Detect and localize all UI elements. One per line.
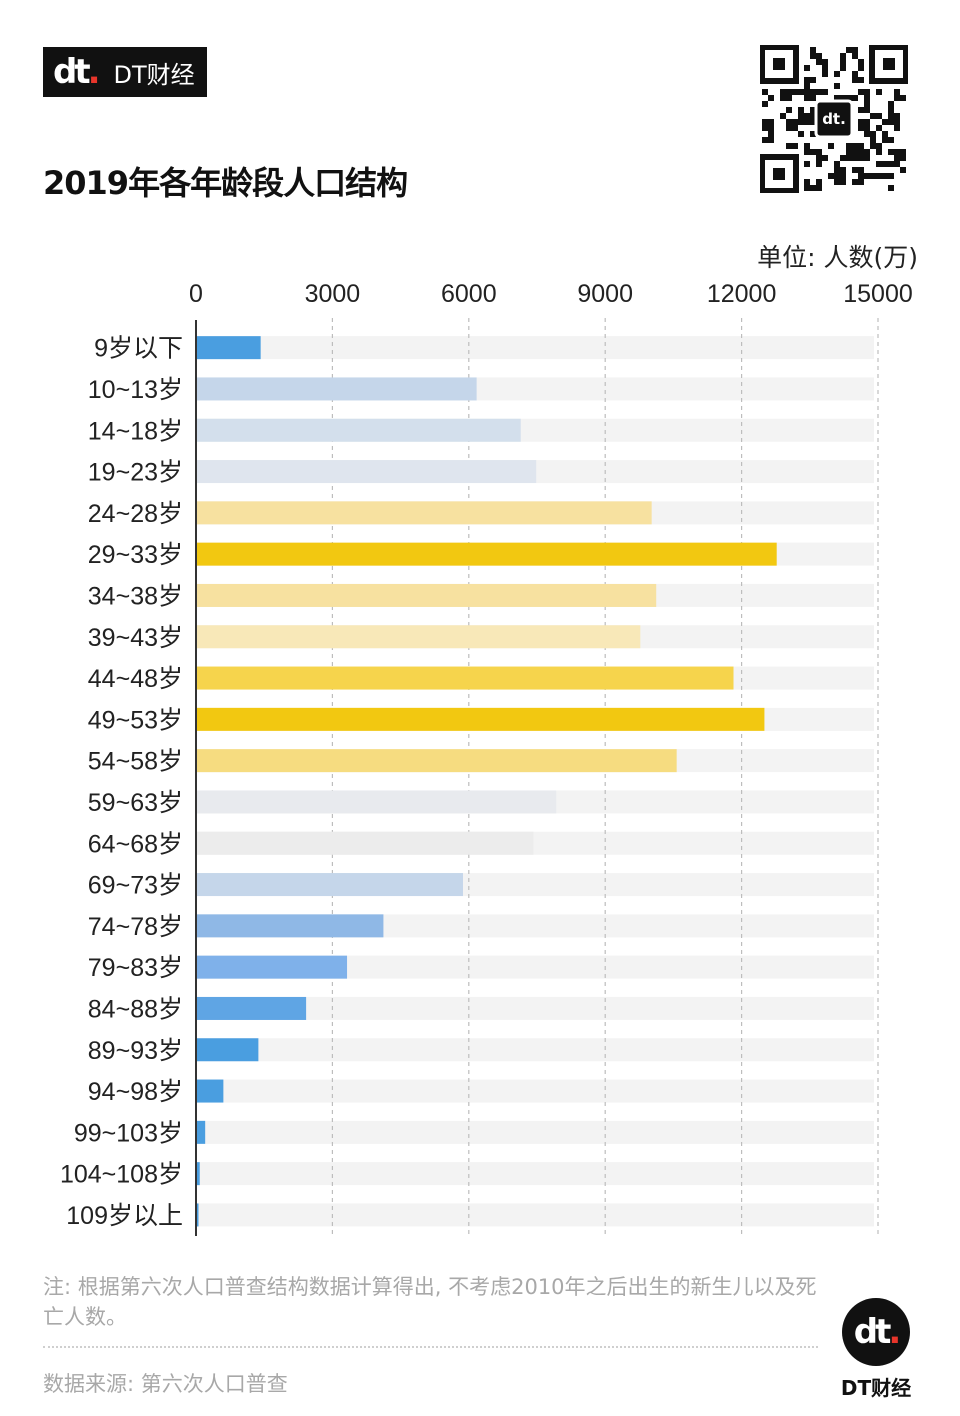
bar xyxy=(197,996,307,1020)
bar-track xyxy=(196,1038,874,1062)
bar xyxy=(197,418,521,442)
bar xyxy=(197,955,348,979)
y-category-label: 84~88岁 xyxy=(88,995,183,1023)
y-category-label: 69~73岁 xyxy=(88,872,183,900)
bar-track xyxy=(196,996,874,1020)
y-category-label: 64~68岁 xyxy=(88,830,183,858)
bar-track xyxy=(196,1120,874,1144)
y-category-label: 14~18岁 xyxy=(88,417,183,445)
bar xyxy=(197,460,537,484)
bar xyxy=(197,873,463,897)
y-category-label: 79~83岁 xyxy=(88,954,183,982)
y-category-label: 54~58岁 xyxy=(88,748,183,776)
bar xyxy=(197,707,765,731)
data-source: 数据来源: 第六次人口普查 xyxy=(43,1372,288,1396)
bar xyxy=(197,790,557,814)
bar xyxy=(197,583,657,607)
brand-badge: dt. DT财经 xyxy=(43,47,207,97)
brand-name: DT财经 xyxy=(113,60,195,89)
y-category-label: 29~33岁 xyxy=(88,541,183,569)
bar xyxy=(197,1120,206,1144)
bar xyxy=(197,749,677,773)
chart-title: 2019年各年龄段人口结构 xyxy=(43,164,408,202)
bar xyxy=(197,831,534,855)
bar xyxy=(197,625,641,649)
chart-note: 注: 根据第六次人口普查结构数据计算得出, 不考虑2010年之后出生的新生儿以及… xyxy=(43,1275,817,1329)
x-tick-label: 12000 xyxy=(707,280,777,308)
y-category-label: 34~38岁 xyxy=(88,582,183,610)
bar xyxy=(197,1162,200,1186)
x-tick-label: 9000 xyxy=(577,280,633,308)
y-category-label: 9岁以下 xyxy=(94,335,183,363)
bar xyxy=(197,666,734,690)
y-category-label: 74~78岁 xyxy=(88,913,183,941)
bar-track xyxy=(196,1079,874,1103)
y-category-label: 49~53岁 xyxy=(88,706,183,734)
bar-track xyxy=(196,1203,874,1227)
y-category-label: 94~98岁 xyxy=(88,1078,183,1106)
x-tick-label: 15000 xyxy=(843,280,913,308)
qr-code-icon: dt. xyxy=(760,45,908,193)
footer-brand-name: DT财经 xyxy=(840,1376,912,1400)
svg-text:dt.: dt. xyxy=(822,110,846,128)
bar-track xyxy=(196,955,874,979)
bar xyxy=(197,1203,199,1227)
bar xyxy=(197,377,477,401)
bar xyxy=(197,914,384,938)
bar-track xyxy=(196,336,874,360)
y-category-label: 109岁以上 xyxy=(66,1202,183,1230)
y-category-label: 59~63岁 xyxy=(88,789,183,817)
dt-logo-icon: dt. xyxy=(53,52,100,92)
unit-label: 单位: 人数(万) xyxy=(757,243,918,272)
bar xyxy=(197,501,652,525)
x-tick-label: 3000 xyxy=(305,280,361,308)
y-category-label: 99~103岁 xyxy=(74,1119,183,1147)
divider xyxy=(43,1346,818,1348)
bar xyxy=(197,1038,259,1062)
footer-dt-logo-icon: dt. xyxy=(842,1298,910,1366)
y-category-label: 19~23岁 xyxy=(88,459,183,487)
y-category-label: 89~93岁 xyxy=(88,1037,183,1065)
bar xyxy=(197,542,777,566)
x-tick-label: 0 xyxy=(189,280,203,308)
bar xyxy=(197,336,261,360)
y-category-label: 39~43岁 xyxy=(88,624,183,652)
bar-track xyxy=(196,1162,874,1186)
y-category-label: 24~28岁 xyxy=(88,500,183,528)
y-category-label: 44~48岁 xyxy=(88,665,183,693)
y-category-label: 104~108岁 xyxy=(60,1161,183,1189)
bar xyxy=(197,1079,224,1103)
x-tick-label: 6000 xyxy=(441,280,497,308)
y-category-label: 10~13岁 xyxy=(88,376,183,404)
